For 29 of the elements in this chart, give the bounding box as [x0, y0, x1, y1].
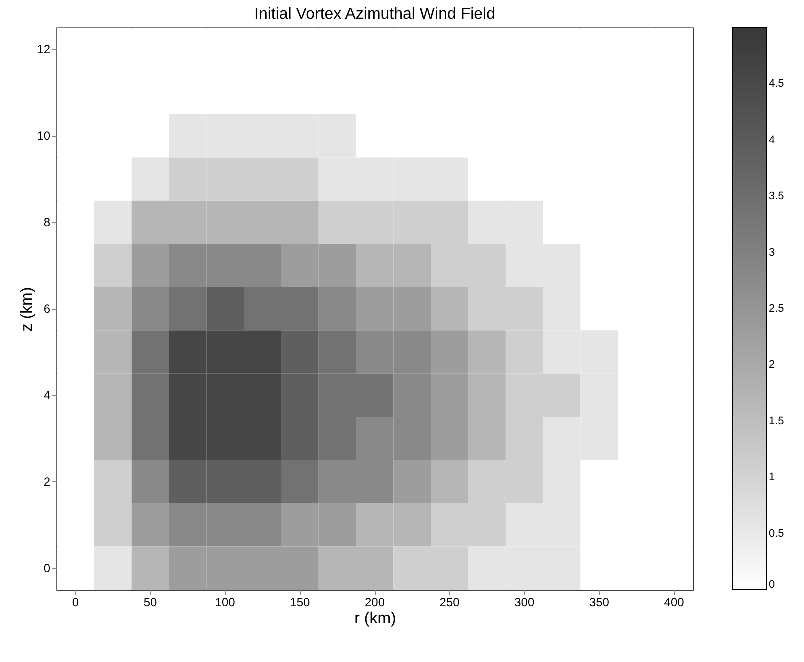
chart-title: Initial Vortex Azimuthal Wind Field: [254, 6, 496, 23]
x-tick-label: 300: [514, 596, 535, 610]
color-bar-label: 2: [769, 359, 776, 372]
y-axis-title: z (km): [19, 287, 36, 332]
x-tick-label: 350: [589, 596, 610, 610]
y-tick-label: 6: [44, 302, 51, 316]
y-tick-label: 0: [44, 561, 51, 576]
color-bar-label: 2.5: [769, 303, 784, 315]
color-bar-label: 4.5: [769, 78, 784, 90]
color-bar-label: 0: [769, 579, 776, 591]
y-tick-label: 10: [37, 129, 51, 144]
color-bar-label: 3: [769, 246, 776, 259]
x-tick-label: 250: [440, 596, 460, 610]
color-bar-label: 3.5: [769, 190, 784, 203]
color-bar-label: 1: [769, 472, 776, 484]
x-tick-label: 0: [72, 596, 80, 610]
y-tick-label: 8: [44, 216, 51, 230]
x-tick-label: 400: [664, 596, 685, 610]
x-tick-label: 100: [215, 596, 236, 610]
y-tick-label: 12: [37, 42, 51, 57]
y-tick-label: 2: [44, 474, 51, 489]
color-bar-label: 1.5: [769, 415, 784, 428]
color-bar-label: 0.5: [769, 528, 784, 540]
x-tick-label: 200: [364, 596, 386, 610]
x-axis-title: r (km): [354, 610, 396, 628]
x-tick-label: 50: [144, 596, 158, 610]
x-tick-label: 150: [290, 596, 311, 610]
y-tick-label: 4: [44, 388, 51, 402]
color-bar-label: 4: [769, 134, 776, 146]
